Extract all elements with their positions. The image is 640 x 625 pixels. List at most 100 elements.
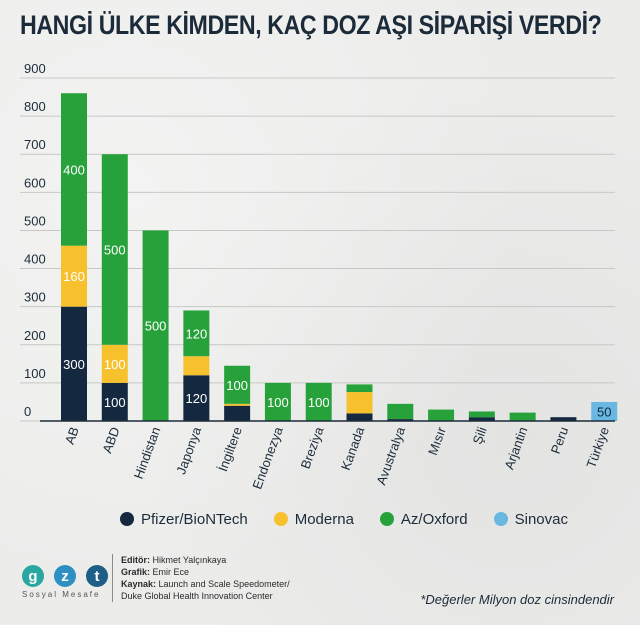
data-label-Japonya-Az/Oxford: 120 <box>186 326 208 341</box>
legend-item-Sinovac: Sinovac <box>493 510 568 528</box>
y-tick-label-300: 300 <box>24 290 46 305</box>
y-tick-label-600: 600 <box>24 175 46 190</box>
y-tick-label-100: 100 <box>24 366 46 381</box>
y-tick-label-400: 400 <box>24 252 46 267</box>
legend-swatch <box>120 512 134 526</box>
credit-graphic-label: Grafik: <box>121 567 151 577</box>
y-tick-label-700: 700 <box>24 137 46 152</box>
bar-Türkiye-Sinovac <box>591 401 618 421</box>
bar-İngiltere-Moderna <box>224 403 251 406</box>
legend-swatch <box>493 512 508 526</box>
bars <box>61 93 618 421</box>
bar-Avustralya-Az/Oxford <box>387 403 414 420</box>
logo-circles: g z t <box>22 565 132 587</box>
x-axis: AB ABD Hindistan Japonya İngiltere Endonezya B… <box>40 420 615 491</box>
legend: Pfizer/BioNTech Moderna Az/Oxford Sinovac <box>120 507 568 531</box>
bar-Japonya-Moderna <box>183 356 210 376</box>
legend-item-Pfizer/BioNTech: Pfizer/BioNTech <box>120 511 248 528</box>
credit-source-line1: Launch and Scale Speedometer/ <box>158 579 290 589</box>
bar-AB-Pfizer/BioNTech <box>61 306 87 421</box>
logo-letter-g: g <box>22 565 44 587</box>
y-tick-label-800: 800 <box>24 99 46 114</box>
legend-label: Moderna <box>294 510 354 528</box>
legend-item-Az/Oxford: Az/Oxford <box>379 510 468 528</box>
footnote: *Değerler Milyon doz cinsindendir <box>420 592 614 607</box>
bar-İngiltere-Az/Oxford <box>224 365 251 404</box>
x-tick-label-Breziya: Breziya <box>298 424 327 471</box>
bar-Mısır-Az/Oxford <box>428 409 455 421</box>
data-label-ABD-Moderna: 100 <box>104 357 126 372</box>
y-tick-label-200: 200 <box>24 328 46 343</box>
x-tick-label-Endonezya: Endonezya <box>249 424 286 491</box>
bar-Kanada-Pfizer/BioNTech <box>346 413 373 421</box>
x-tick-label-ABD: ABD <box>99 425 122 455</box>
legend-label: Az/Oxford <box>400 510 468 528</box>
bar-İngiltere-Pfizer/BioNTech <box>224 405 251 421</box>
data-label-Türkiye-Sinovac: 50 <box>597 404 611 419</box>
legend-label: Pfizer/BioNTech <box>141 510 248 528</box>
y-tick-label-500: 500 <box>24 213 46 228</box>
data-label-Endonezya-Az/Oxford: 100 <box>267 395 289 410</box>
bar-Japonya-Az/Oxford <box>183 310 210 357</box>
x-tick-label-Türkiye: Türkiye <box>583 425 612 470</box>
credit-source-line2: Duke Global Health Innovation Center <box>121 591 273 601</box>
bar-AB-Az/Oxford <box>61 93 87 246</box>
data-label-AB-Pfizer/BioNTech: 300 <box>63 357 85 372</box>
bar-Şili-Pfizer/BioNTech <box>468 417 495 421</box>
data-label-ABD-Pfizer/BioNTech: 100 <box>104 395 126 410</box>
bar-AB-Moderna <box>61 245 87 307</box>
bar-ABD-Moderna <box>101 344 128 383</box>
credit-editor-value: Hikmet Yalçınkaya <box>152 555 227 565</box>
bar-Kanada-Moderna <box>346 392 373 414</box>
bar-Endonezya-Az/Oxford <box>264 382 291 421</box>
bar-ABD-Az/Oxford <box>101 154 128 345</box>
y-tick-label-0: 0 <box>24 404 31 419</box>
legend-swatch <box>273 512 288 526</box>
x-tick-label-Hindistan: Hindistan <box>131 425 164 481</box>
legend-swatch <box>379 512 394 526</box>
legend-item-Moderna: Moderna <box>273 510 354 528</box>
credit-source: Kaynak: Launch and Scale Speedometer/ <box>121 578 290 590</box>
y-axis: 0 100 200 300 400 500 600 700 800 900 <box>24 61 46 419</box>
bar-Avustralya-Pfizer/BioNTech <box>387 419 414 421</box>
credit-graphic-value: Emir Ece <box>152 567 190 577</box>
bar-chart: 0 100 200 300 400 500 600 700 800 900 300 160 400 10… <box>20 61 618 491</box>
bar-Peru-Pfizer/BioNTech <box>550 417 577 421</box>
bar-Kanada-Az/Oxford <box>346 384 373 393</box>
bar-Şili-Az/Oxford <box>468 411 495 418</box>
logo: g z t Sosyal Mesafe <box>22 565 132 599</box>
bar-Hindistan-Az/Oxford <box>142 230 169 421</box>
data-label-İngiltere-Az/Oxford: 100 <box>226 378 248 393</box>
page-title: HANGİ ÜLKE KİMDEN, KAÇ DOZ AŞI SİPARİŞİ … <box>20 10 602 40</box>
credit-editor-label: Editör: <box>121 555 150 565</box>
credit-source-label: Kaynak: <box>121 579 157 589</box>
credits: Editör: Hikmet Yalçınkaya Grafik: Emir E… <box>112 554 290 602</box>
x-tick-label-AB: AB <box>62 425 82 446</box>
x-tick-label-Avustralya: Avustralya <box>373 424 408 487</box>
bar-Japonya-Pfizer/BioNTech <box>183 375 210 421</box>
x-tick-label-Mısır: Mısır <box>425 424 449 457</box>
y-tick-label-900: 900 <box>24 61 46 76</box>
data-label-ABD-Az/Oxford: 500 <box>104 243 126 258</box>
credit-editor: Editör: Hikmet Yalçınkaya <box>121 554 290 566</box>
data-label-Hindistan-Az/Oxford: 500 <box>145 319 167 334</box>
x-tick-label-Peru: Peru <box>548 425 571 456</box>
x-tick-label-Şili: Şili <box>470 425 490 447</box>
data-label-AB-Az/Oxford: 400 <box>63 162 85 177</box>
x-tick-label-Japonya: Japonya <box>173 424 204 476</box>
logo-letter-t: t <box>86 565 108 587</box>
credit-graphic: Grafik: Emir Ece <box>121 566 290 578</box>
data-label-Breziya-Az/Oxford: 100 <box>308 395 330 410</box>
data-label-Japonya-Pfizer/BioNTech: 120 <box>186 391 208 406</box>
x-tick-label-İngiltere: İngiltere <box>215 425 245 474</box>
legend-label: Sinovac <box>514 510 568 528</box>
x-tick-label-Arjantin: Arjantin <box>501 425 530 472</box>
x-tick-label-Kanada: Kanada <box>338 424 368 472</box>
logo-subtitle: Sosyal Mesafe <box>22 590 101 599</box>
bar-ABD-Pfizer/BioNTech <box>101 382 128 421</box>
data-labels: 300 160 400 100 100 500 500 120 120 100 100 100 50 <box>63 162 611 419</box>
bar-Breziya-Az/Oxford <box>305 382 332 421</box>
data-label-AB-Moderna: 160 <box>63 269 85 284</box>
bar-Arjantin-Az/Oxford <box>509 412 536 421</box>
logo-letter-z: z <box>54 565 76 587</box>
